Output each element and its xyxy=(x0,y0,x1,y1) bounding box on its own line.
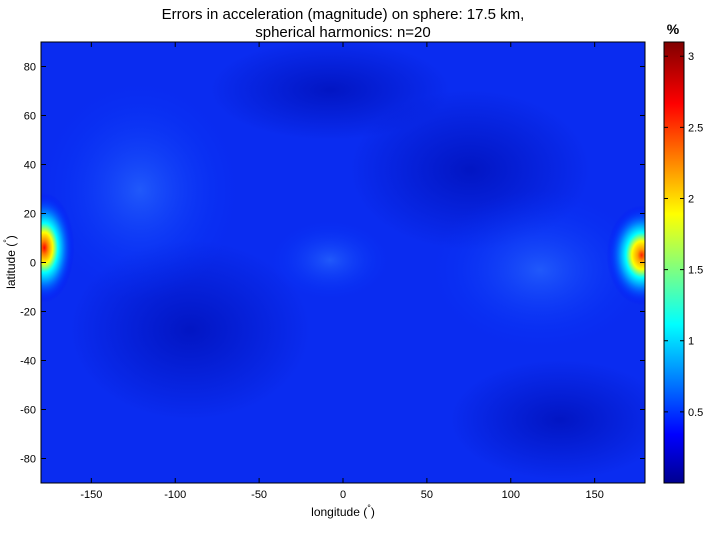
x-tick-label: 50 xyxy=(421,489,433,501)
x-tick-label: 100 xyxy=(502,489,520,501)
x-axis-label: longitude (°) xyxy=(311,503,375,519)
colorbar-ticks: 0.5 1 1.5 2 2.5 3 xyxy=(664,51,703,419)
x-tick-label: 0 xyxy=(340,489,346,501)
chart-title-line-1: Errors in acceleration (magnitude) on sp… xyxy=(162,6,525,23)
y-tick-label: -40 xyxy=(20,356,36,368)
dark-region xyxy=(210,42,450,140)
colorbar-tick-label: 1.5 xyxy=(688,265,703,277)
y-tick-label: 40 xyxy=(24,160,36,172)
y-tick-label: 60 xyxy=(24,111,36,123)
dark-region xyxy=(450,360,645,480)
peak-left xyxy=(41,192,75,303)
x-axis-ticks: -150 -100 -50 0 50 100 150 xyxy=(80,42,604,501)
glow-region xyxy=(270,220,390,300)
y-tick-label: 0 xyxy=(30,258,36,270)
colorbar xyxy=(663,41,685,484)
x-tick-label: -50 xyxy=(251,489,267,501)
glow-region xyxy=(430,190,645,350)
chart-title-line-2: spherical harmonics: n=20 xyxy=(255,24,431,41)
glow-region xyxy=(41,80,240,300)
colorbar-tick-label: 2 xyxy=(688,193,694,205)
y-tick-label: -20 xyxy=(20,307,36,319)
y-tick-label: -80 xyxy=(20,454,36,466)
y-tick-label: -60 xyxy=(20,405,36,417)
colorbar-tick-label: 3 xyxy=(688,51,694,63)
colorbar-label: % xyxy=(667,21,680,37)
y-tick-label: 20 xyxy=(24,209,36,221)
y-axis-label: latitude (°) xyxy=(2,235,18,289)
x-tick-label: -150 xyxy=(80,489,102,501)
colorbar-tick-label: 1 xyxy=(688,336,694,348)
colorbar-tick-label: 0.5 xyxy=(688,407,703,419)
colorbar-tick-label: 2.5 xyxy=(688,122,703,134)
heatmap-area xyxy=(41,42,645,483)
peak-right xyxy=(606,205,645,306)
y-axis-ticks: 80 60 40 20 0 -20 -40 -60 -80 xyxy=(20,62,645,466)
y-tick-label: 80 xyxy=(24,62,36,74)
x-tick-label: -100 xyxy=(164,489,186,501)
x-tick-label: 150 xyxy=(585,489,603,501)
